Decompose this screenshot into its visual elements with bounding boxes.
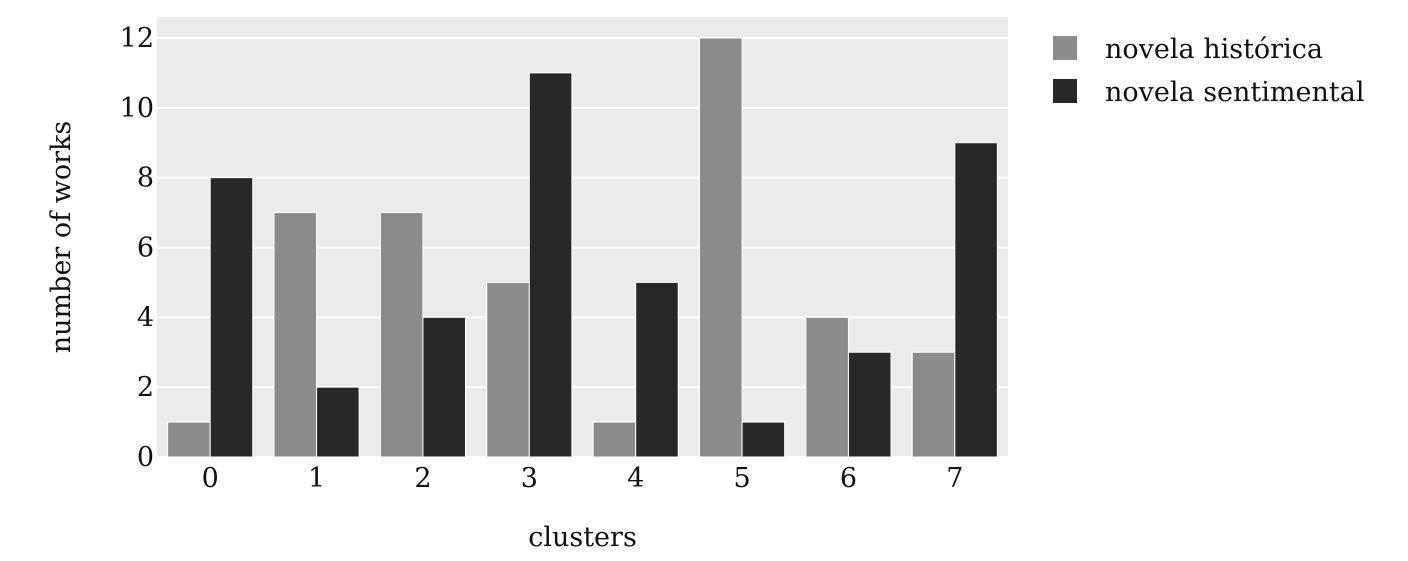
bar-historica-cluster-2 [379, 212, 424, 458]
y-axis-ticks: 0 2 4 6 8 10 12 [120, 23, 154, 473]
bar-sentimental-cluster-2 [422, 316, 466, 458]
y-axis-title: number of works [46, 121, 77, 353]
bar-historica-cluster-3 [486, 281, 530, 458]
bar-sentimental-cluster-6 [847, 351, 892, 458]
bar-sentimental-cluster-5 [741, 421, 786, 458]
bar-historica-cluster-1 [273, 212, 318, 458]
x-tick-label: 1 [308, 463, 325, 494]
y-tick-label: 8 [137, 163, 154, 194]
y-tick-label: 0 [137, 442, 154, 473]
bar-sentimental-cluster-1 [316, 386, 360, 458]
bar-sentimental-cluster-3 [528, 72, 573, 458]
x-tick-label: 7 [946, 463, 963, 494]
bar-sentimental-cluster-0 [209, 177, 254, 458]
bar-historica-cluster-7 [911, 351, 956, 458]
x-axis-title: clusters [528, 522, 637, 553]
x-tick-label: 4 [627, 463, 644, 494]
y-tick-label: 12 [120, 23, 154, 54]
y-tick-label: 2 [137, 372, 154, 403]
x-tick-label: 6 [840, 463, 857, 494]
x-axis-ticks: 0 1 2 3 4 5 6 7 [202, 463, 964, 494]
bar-historica-cluster-0 [167, 421, 211, 458]
bar-historica-cluster-4 [592, 421, 637, 458]
legend-swatch-historica [1053, 36, 1077, 60]
y-tick-label: 10 [120, 93, 154, 124]
bar-historica-cluster-6 [805, 316, 849, 458]
legend-label-historica: novela histórica [1105, 34, 1323, 65]
bar-historica-cluster-5 [699, 37, 743, 458]
x-tick-label: 3 [521, 463, 538, 494]
bar-sentimental-cluster-7 [954, 142, 998, 458]
bar-sentimental-cluster-4 [635, 281, 679, 458]
x-tick-label: 2 [414, 463, 431, 494]
y-tick-label: 6 [137, 232, 154, 263]
x-tick-label: 5 [733, 463, 750, 494]
y-tick-label: 4 [137, 302, 154, 333]
legend-label-sentimental: novela sentimental [1105, 77, 1364, 108]
legend: novela histórica novela sentimental [1053, 34, 1364, 108]
legend-swatch-sentimental [1053, 79, 1077, 103]
x-tick-label: 0 [202, 463, 219, 494]
bars [167, 37, 998, 458]
